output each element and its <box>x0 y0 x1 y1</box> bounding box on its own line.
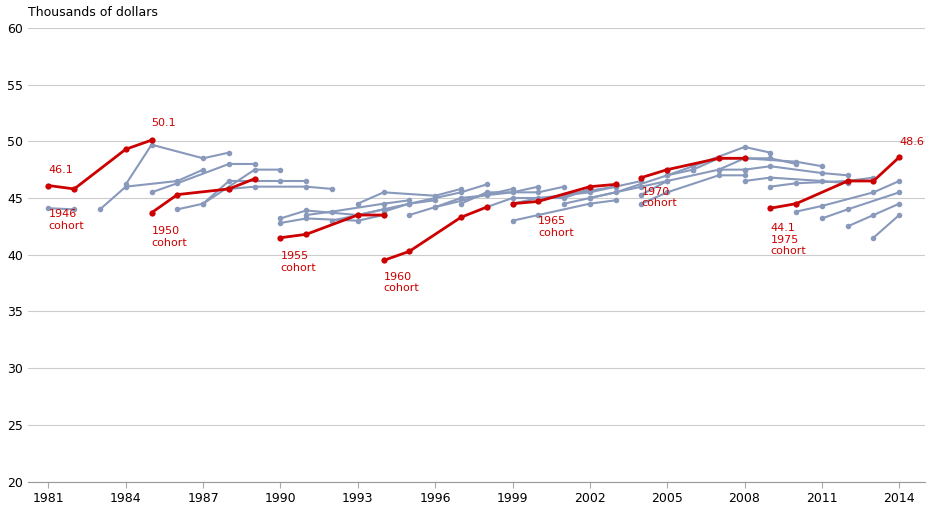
Text: Thousands of dollars: Thousands of dollars <box>28 6 157 19</box>
Text: 1950
cohort: 1950 cohort <box>152 226 187 248</box>
Text: 1965
cohort: 1965 cohort <box>538 216 574 238</box>
Text: 1946
cohort: 1946 cohort <box>49 209 84 231</box>
Text: 1960
cohort: 1960 cohort <box>384 272 419 293</box>
Text: 48.6: 48.6 <box>899 137 924 147</box>
Text: 46.1: 46.1 <box>49 165 73 175</box>
Text: 1955
cohort: 1955 cohort <box>281 251 316 273</box>
Text: 50.1: 50.1 <box>152 118 176 127</box>
Text: 1970
cohort: 1970 cohort <box>641 187 677 208</box>
Text: 44.1
1975
cohort: 44.1 1975 cohort <box>770 223 806 256</box>
